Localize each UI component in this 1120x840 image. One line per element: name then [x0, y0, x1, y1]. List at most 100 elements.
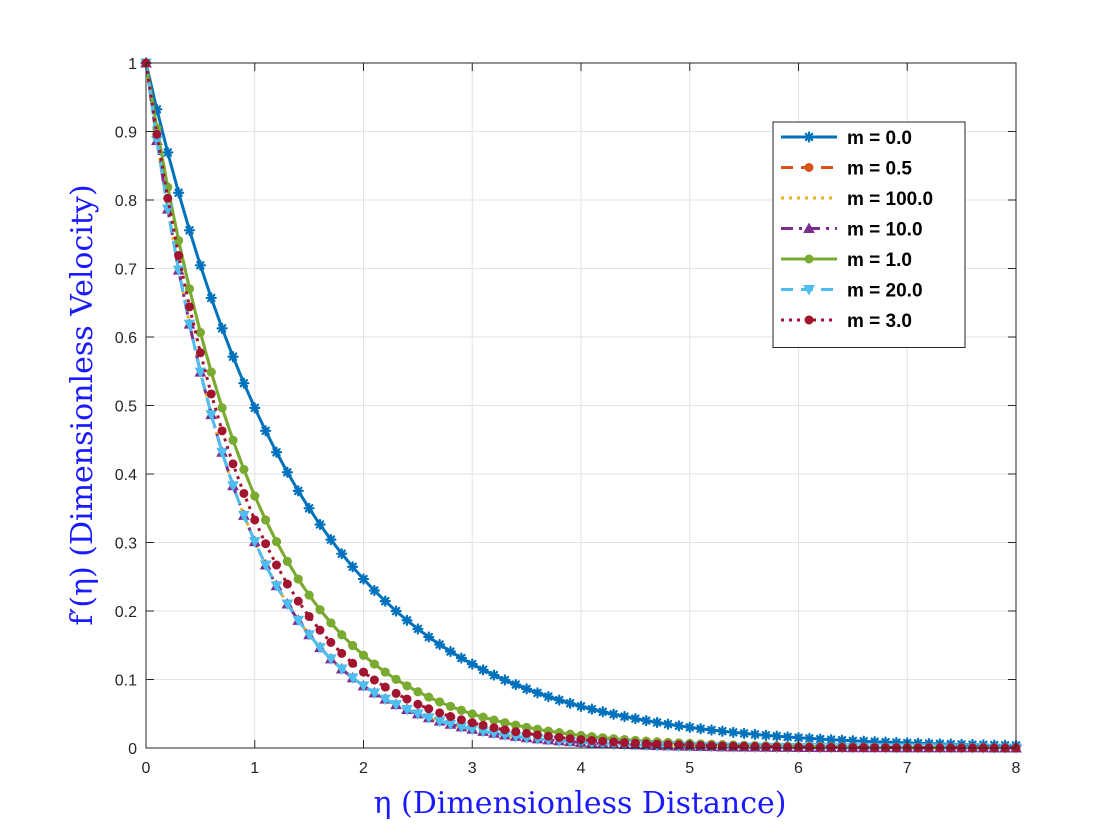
marker-circle: [674, 740, 684, 750]
x-tick-label: 7: [903, 760, 912, 777]
marker-triangle-down: [422, 713, 435, 724]
marker-stroke: [402, 616, 412, 625]
marker-circle: [565, 734, 575, 744]
marker-stroke: [696, 724, 705, 733]
marker-stroke: [207, 293, 216, 303]
marker-circle: [500, 725, 510, 735]
marker-circle: [543, 731, 553, 741]
marker-asterisk: [227, 351, 239, 363]
marker-stroke: [294, 486, 303, 496]
y-tick-label: 0.8: [115, 193, 137, 210]
marker-asterisk: [249, 402, 261, 414]
marker-circle: [250, 515, 260, 525]
marker-asterisk: [303, 502, 315, 514]
marker-stroke: [609, 709, 618, 719]
marker-stroke: [381, 596, 390, 606]
marker-stroke: [620, 712, 629, 721]
y-tick-label: 0.2: [115, 604, 137, 621]
marker-stroke: [685, 723, 695, 732]
marker-asterisk: [586, 703, 598, 715]
marker-asterisk: [260, 425, 272, 437]
marker-asterisk: [803, 131, 815, 143]
marker-asterisk: [205, 292, 217, 304]
marker-circle: [587, 735, 597, 745]
marker-circle: [435, 708, 445, 718]
marker-circle: [315, 605, 325, 615]
marker-circle: [282, 579, 292, 589]
legend-label: m = 1.0: [847, 250, 912, 271]
marker-asterisk: [629, 713, 641, 725]
marker-circle: [467, 709, 477, 719]
legend-item: m = 100.0: [781, 189, 933, 210]
marker-triangle-down: [390, 700, 402, 711]
marker-asterisk: [814, 733, 826, 745]
marker-triangle-down: [803, 285, 815, 296]
y-tick-label: 0: [128, 741, 137, 758]
marker-asterisk: [477, 664, 489, 676]
marker-stroke: [478, 665, 488, 675]
x-tick-label: 4: [577, 760, 586, 777]
marker-circle: [848, 742, 858, 752]
marker-circle: [326, 637, 336, 647]
marker-triangle-down: [216, 447, 228, 459]
marker-circle: [293, 574, 303, 584]
marker-stroke: [587, 704, 597, 714]
marker-stroke: [370, 586, 379, 595]
marker-stroke: [663, 719, 673, 729]
marker-stroke: [848, 736, 858, 746]
marker-stroke: [728, 728, 738, 737]
legend-label: m = 3.0: [847, 311, 912, 332]
marker-circle: [359, 667, 368, 677]
marker-stroke: [228, 352, 238, 361]
marker-stroke: [804, 132, 814, 142]
marker-circle: [402, 681, 412, 691]
marker-circle: [446, 701, 455, 711]
marker-asterisk: [194, 259, 206, 271]
y-tick-label: 0.9: [115, 125, 137, 142]
marker-triangle-down: [248, 537, 261, 548]
marker-stroke: [718, 726, 727, 736]
marker-stroke: [652, 718, 662, 727]
marker-stroke: [707, 725, 716, 735]
marker-circle: [641, 739, 651, 749]
marker-stroke: [261, 426, 270, 436]
marker-stroke: [326, 535, 336, 544]
marker-stroke: [674, 721, 684, 731]
series-0-0: [140, 57, 1022, 752]
marker-asterisk: [379, 595, 391, 607]
marker-asterisk: [608, 708, 620, 720]
marker-triangle-down: [379, 694, 392, 706]
marker-asterisk: [705, 724, 718, 736]
marker-circle: [250, 491, 260, 501]
marker-stroke: [554, 695, 564, 705]
marker-asterisk: [423, 631, 435, 643]
marker-asterisk: [444, 645, 457, 658]
marker-circle: [609, 737, 619, 747]
marker-circle: [804, 742, 814, 752]
marker-circle: [163, 193, 173, 203]
marker-asterisk: [716, 725, 728, 737]
marker-circle: [239, 488, 249, 498]
marker-circle: [478, 720, 488, 730]
marker-stroke: [805, 734, 814, 743]
marker-circle: [261, 515, 271, 525]
marker-asterisk: [401, 614, 413, 626]
legend-label: m = 10.0: [847, 220, 923, 241]
marker-asterisk: [336, 548, 348, 560]
marker-asterisk: [270, 446, 283, 458]
marker-triangle-down: [183, 319, 196, 331]
marker-asterisk: [618, 710, 631, 723]
marker-circle: [761, 742, 771, 752]
marker-stroke: [272, 448, 281, 457]
marker-circle: [402, 694, 412, 704]
marker-asterisk: [727, 726, 739, 738]
marker-asterisk: [162, 146, 174, 159]
marker-circle: [783, 742, 793, 752]
marker-asterisk: [455, 652, 467, 664]
x-tick-label: 8: [1012, 760, 1021, 777]
marker-stroke: [304, 504, 314, 513]
y-tick-label: 0.4: [115, 467, 137, 484]
marker-circle: [652, 739, 662, 749]
marker-stroke: [413, 624, 423, 634]
